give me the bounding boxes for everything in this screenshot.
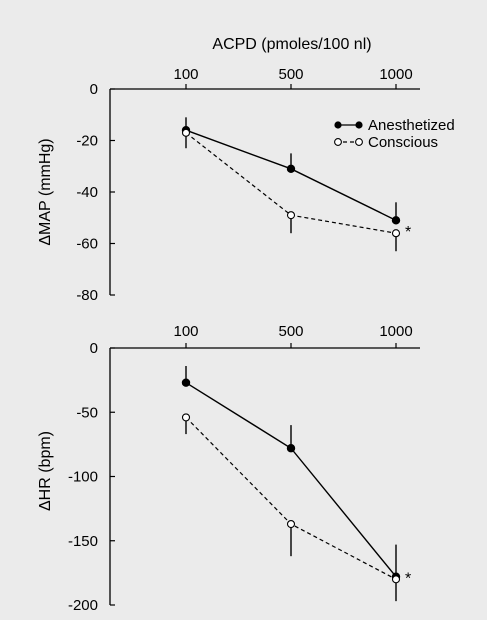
conscious-point-100 xyxy=(181,413,191,422)
legend-conscious-label: Conscious xyxy=(368,134,438,151)
y-tick-label--150: -150 xyxy=(68,533,98,550)
x-tick-label-1000: 1000 xyxy=(379,66,412,83)
conscious-point-500 xyxy=(286,519,296,529)
y-tick-label--60: -60 xyxy=(76,236,98,253)
conscious-point-100 xyxy=(181,128,191,137)
anesthetized-series-line xyxy=(185,129,397,221)
hr-panel: ΔHR (bpm) 100 500 1000 0 -50 -100 -150 -200 * xyxy=(37,323,420,614)
legend-conscious-marker-left xyxy=(334,138,342,146)
conscious-point-1000 xyxy=(391,229,401,238)
anesthetized-point-100 xyxy=(181,378,191,387)
y-tick-label--40: -40 xyxy=(76,184,98,201)
map-y-axis-title: ΔMAP (mmHg) xyxy=(37,138,54,245)
y-tick-label-0: 0 xyxy=(90,81,98,98)
x-tick-label-100: 100 xyxy=(173,66,198,83)
x-axis-title: ACPD (pmoles/100 nl) xyxy=(212,36,371,53)
legend-anesthetized-marker-left xyxy=(334,121,342,129)
legend-anesthetized-marker-right xyxy=(355,121,363,129)
x-tick-label-500: 500 xyxy=(278,66,303,83)
x-tick-label-500: 500 xyxy=(278,323,303,340)
y-tick-label--50: -50 xyxy=(76,404,98,421)
legend-conscious-marker-right xyxy=(355,138,363,146)
significance-marker: * xyxy=(405,224,411,241)
hr-y-axis-title: ΔHR (bpm) xyxy=(37,431,54,511)
y-tick-label--100: -100 xyxy=(68,469,98,486)
legend-anesthetized-label: Anesthetized xyxy=(368,117,455,134)
y-tick-label-0: 0 xyxy=(90,340,98,357)
x-tick-label-1000: 1000 xyxy=(379,323,412,340)
x-tick-label-100: 100 xyxy=(173,323,198,340)
map-panel: ACPD (pmoles/100 nl) ΔMAP (mmHg) Anesthe… xyxy=(37,36,455,304)
y-tick-label--200: -200 xyxy=(68,597,98,614)
significance-marker: * xyxy=(405,570,411,587)
anesthetized-point-500 xyxy=(286,164,296,174)
conscious-point-1000 xyxy=(391,575,401,584)
y-tick-label--20: -20 xyxy=(76,133,98,150)
anesthetized-point-500 xyxy=(286,444,296,453)
conscious-point-500 xyxy=(286,211,296,220)
map-legend: Anesthetized Conscious xyxy=(334,117,455,151)
anesthetized-point-1000 xyxy=(391,216,401,225)
y-tick-label--80: -80 xyxy=(76,287,98,304)
